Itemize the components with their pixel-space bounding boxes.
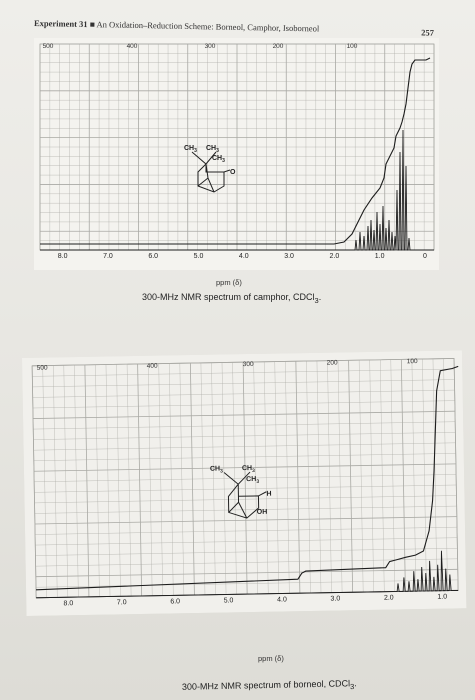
hz-tick-label: 300 <box>243 361 254 368</box>
structure-label-hydrogen: H <box>266 491 271 498</box>
structure-label-ch3-3: CH3 <box>246 476 259 485</box>
page-header: Experiment 31 ■ An Oxidation–Reduction S… <box>34 18 434 40</box>
header-title: An Oxidation–Reduction Scheme: Borneol, … <box>96 19 320 34</box>
grid-line-h <box>35 568 458 578</box>
spectrum-trace <box>36 550 459 599</box>
borneol-nmr-spectrum: 500 400 300 200 100 8.0 7.0 6.0 5.0 4.0 3.0 2.0 1.0… <box>22 350 467 663</box>
grid-line-h <box>33 421 456 430</box>
chart-grid <box>39 43 435 251</box>
camphor-caption: 300-MHz NMR spectrum of camphor, CDCl3. <box>142 292 322 305</box>
grid-line-h <box>34 474 457 482</box>
hz-tick-label: 400 <box>127 43 138 50</box>
grid-line-h <box>35 526 458 535</box>
grid-line-h <box>34 505 457 514</box>
camphor-caption-text: 300-MHz NMR spectrum of camphor, CDCl <box>142 292 315 302</box>
structure-label-ch3-3: CH3 <box>212 155 225 164</box>
hz-tick-label: 100 <box>347 43 358 50</box>
grid-line-h <box>33 432 456 440</box>
structure-label-ch3-1: CH3 <box>184 145 197 154</box>
ppm-tick-label: 2.0 <box>384 595 394 602</box>
borneol-structure: CH3 CH3 CH3 H OH <box>210 465 272 519</box>
structure-label-oxygen: O <box>230 169 236 176</box>
structure-label-hydroxyl: OH <box>257 509 268 516</box>
grid-line-h <box>34 484 457 493</box>
ppm-tick-label: 7.0 <box>117 599 127 606</box>
borneol-caption-text: 300-MHz NMR spectrum of borneol, CDCl <box>181 678 351 692</box>
camphor-spectrum-chart: 500 400 300 200 100 8.0 7.0 6.0 5.0 4.0 3.0 2.0 1.0… <box>34 38 439 270</box>
ppm-scale-labels: 8.0 7.0 6.0 5.0 4.0 3.0 2.0 1.0 <box>63 594 447 608</box>
grid-line-h <box>33 410 456 419</box>
hz-tick-label: 500 <box>37 365 48 372</box>
grid-line-h <box>34 495 457 504</box>
ppm-tick-label: 4.0 <box>239 253 249 260</box>
hz-tick-label: 200 <box>327 359 338 366</box>
borneol-caption: 300-MHz NMR spectrum of borneol, CDCl3. <box>181 678 357 692</box>
camphor-nmr-spectrum: 500 400 300 200 100 8.0 7.0 6.0 5.0 4.0 3.0 2.0 1.0… <box>34 38 439 287</box>
hz-tick-label: 200 <box>273 43 284 50</box>
grid-line-h <box>35 548 458 556</box>
page-number: 257 <box>421 27 435 38</box>
grid-line-h <box>35 558 458 567</box>
spectrum-trace <box>40 129 434 251</box>
ppm-tick-label: 1.0 <box>375 253 385 260</box>
ppm-tick-label: 0 <box>423 253 427 260</box>
borneol-spectrum-chart: 500 400 300 200 100 8.0 7.0 6.0 5.0 4.0 3.0 2.0 1.0… <box>22 350 467 616</box>
integral-trace <box>40 57 431 245</box>
ppm-axis-title: ppm (δ) <box>216 278 242 287</box>
grid-line-h <box>32 389 455 398</box>
grid-line-h <box>35 537 458 546</box>
hz-tick-label: 300 <box>205 43 216 50</box>
integral-trace <box>36 365 459 591</box>
grid-line-h <box>32 358 455 367</box>
ppm-tick-label: 7.0 <box>103 253 113 260</box>
experiment-number: Experiment 31 <box>33 18 88 30</box>
ppm-tick-label: 6.0 <box>148 253 158 260</box>
ppm-tick-label: 6.0 <box>170 598 180 605</box>
structure-label-ch3-2: CH3 <box>242 465 255 474</box>
grid-line-h <box>35 579 458 588</box>
ppm-tick-label: 2.0 <box>330 253 340 260</box>
ppm-tick-label: 3.0 <box>330 595 340 602</box>
camphor-caption-subscript: 3 <box>314 295 319 305</box>
structure-label-ch3-2: CH3 <box>206 145 219 154</box>
hz-tick-label: 400 <box>147 363 158 370</box>
hz-tick-label: 500 <box>43 43 54 50</box>
bicyclic-skeleton <box>191 151 231 193</box>
grid-line-h <box>33 463 456 472</box>
ppm-scale-labels: 8.0 7.0 6.0 5.0 4.0 3.0 2.0 1.0 0 <box>58 253 427 260</box>
ppm-tick-label: 5.0 <box>224 597 234 604</box>
ppm-axis-title: ppm (δ) <box>258 654 284 663</box>
ppm-tick-label: 4.0 <box>277 596 287 603</box>
ppm-tick-label: 5.0 <box>194 253 204 260</box>
ppm-tick-label: 8.0 <box>63 600 73 607</box>
hz-scale-labels: 500 400 300 200 100 <box>43 43 358 50</box>
grid-line-h <box>32 379 455 388</box>
ppm-tick-label: 8.0 <box>58 253 68 260</box>
grid-line-h <box>34 516 457 525</box>
hz-scale-labels: 500 400 300 200 100 <box>37 358 418 372</box>
grid-line-h <box>32 400 455 409</box>
bicyclic-skeleton <box>223 471 267 519</box>
ppm-tick-label: 1.0 <box>437 594 447 601</box>
ppm-tick-label: 3.0 <box>284 253 294 260</box>
grid-line-h <box>33 442 456 451</box>
camphor-structure: CH3 CH3 CH3 O <box>184 145 236 193</box>
structure-label-ch3-1: CH3 <box>210 466 223 475</box>
hz-tick-label: 100 <box>407 358 418 365</box>
grid-line-h <box>32 368 455 377</box>
grid-line-h <box>33 453 456 461</box>
chart-paper <box>34 38 439 270</box>
